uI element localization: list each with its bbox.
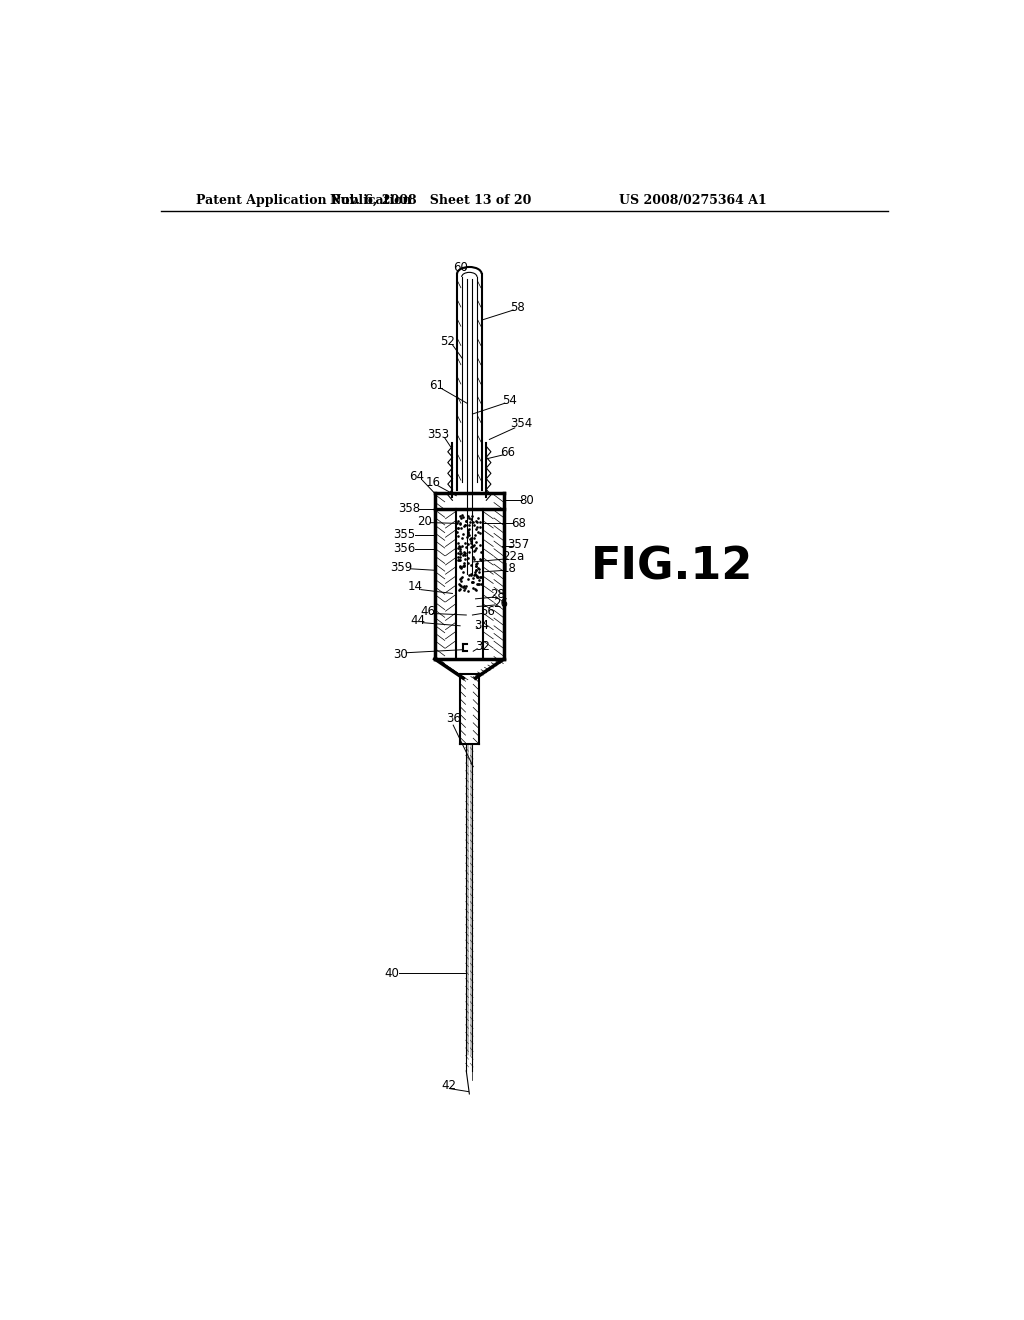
Text: 14: 14 [408, 579, 423, 593]
Text: FIG.12: FIG.12 [591, 545, 754, 587]
Text: 44: 44 [411, 614, 425, 627]
Text: 58: 58 [511, 301, 525, 314]
Text: 353: 353 [427, 428, 450, 441]
Text: 354: 354 [510, 417, 532, 430]
Text: 18: 18 [501, 561, 516, 574]
Text: 36: 36 [445, 713, 461, 726]
Text: 66: 66 [501, 446, 515, 459]
Text: US 2008/0275364 A1: US 2008/0275364 A1 [618, 194, 767, 207]
Text: 32: 32 [475, 640, 489, 653]
Text: Patent Application Publication: Patent Application Publication [196, 194, 412, 207]
Text: 28: 28 [489, 589, 505, 602]
Text: 34: 34 [474, 619, 489, 631]
Text: 355: 355 [393, 528, 416, 541]
Text: 52: 52 [440, 335, 456, 348]
Text: 40: 40 [384, 966, 399, 979]
Text: 80: 80 [520, 494, 535, 507]
Text: 20: 20 [417, 515, 432, 528]
Text: 359: 359 [390, 561, 412, 574]
Text: Nov. 6, 2008   Sheet 13 of 20: Nov. 6, 2008 Sheet 13 of 20 [330, 194, 531, 207]
Text: 68: 68 [511, 517, 526, 529]
Text: 60: 60 [453, 261, 468, 275]
Text: 42: 42 [441, 1078, 457, 1092]
Text: 356: 356 [393, 543, 416, 556]
Text: 54: 54 [502, 393, 517, 407]
Text: 30: 30 [393, 648, 409, 661]
Text: 56: 56 [479, 606, 495, 619]
Text: 26: 26 [493, 597, 508, 610]
Text: 16: 16 [426, 477, 440, 490]
Text: 22a: 22a [502, 550, 524, 564]
Text: 61: 61 [429, 379, 444, 392]
Text: 357: 357 [507, 539, 529, 552]
Text: 46: 46 [420, 606, 435, 619]
Text: 358: 358 [398, 502, 421, 515]
Text: 64: 64 [410, 470, 425, 483]
